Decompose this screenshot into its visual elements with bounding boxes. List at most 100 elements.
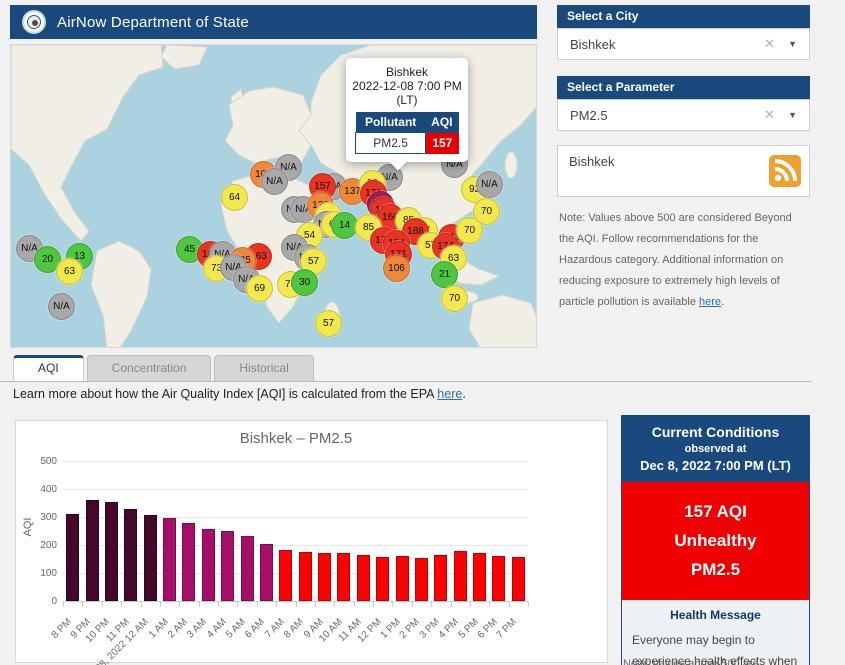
- cc-health-section: Health Message Everyone may begin to exp…: [622, 600, 809, 665]
- map-popup: Bishkek 2022-12-08 7:00 PM (LT) Pollutan…: [346, 58, 468, 171]
- chart-title: Bishkek – PM2.5: [239, 430, 353, 447]
- parameter-select[interactable]: PM2.5 ✕ ▼: [557, 99, 810, 131]
- app-header: AirNow Department of State: [10, 5, 537, 39]
- sidebar-note: Note: Values above 500 are considered Be…: [559, 208, 809, 313]
- chart-xtick: [373, 602, 374, 607]
- aqi-marker[interactable]: 69: [246, 275, 273, 302]
- parameter-select-value: PM2.5: [570, 108, 608, 123]
- chart-xtick: [411, 602, 413, 607]
- chart-xtick: [489, 602, 491, 607]
- cc-observed-at: observed at: [684, 443, 747, 455]
- popup-pollutant-value: PM2.5: [354, 132, 427, 154]
- aqi-marker[interactable]: N/A: [261, 168, 288, 195]
- chart-ytick-label: 0: [51, 596, 57, 607]
- chart-ytick-label: 500: [40, 456, 57, 467]
- rss-icon[interactable]: [769, 155, 801, 192]
- learn-more-label: Learn more about how the Air Quality Ind…: [13, 387, 438, 401]
- popup-lt: (LT): [396, 93, 418, 107]
- aqi-marker[interactable]: N/A: [48, 293, 75, 320]
- cc-health-message: Everyone may begin to experience health …: [632, 633, 798, 665]
- aqi-marker[interactable]: 70: [473, 198, 500, 225]
- chart-bar[interactable]: [434, 554, 448, 601]
- chart-bar[interactable]: [163, 517, 177, 601]
- aqi-marker[interactable]: 106: [383, 255, 410, 282]
- cc-pollutant: PM2.5: [690, 560, 741, 579]
- popup-datetime: 2022-12-08 7:00 PM: [352, 79, 462, 93]
- chart-xtick: [63, 602, 64, 607]
- city-select[interactable]: Bishkek ✕ ▼: [557, 28, 810, 60]
- aqi-marker[interactable]: 20: [34, 246, 61, 273]
- chart-gridline: [63, 545, 528, 546]
- learn-more-period: .: [462, 387, 466, 401]
- chart-xtick: [314, 602, 316, 607]
- tab-historical[interactable]: Historical: [214, 355, 314, 381]
- aqi-marker[interactable]: 70: [441, 285, 468, 312]
- chart-xtick: [353, 602, 355, 607]
- tab-aqi[interactable]: AQI: [13, 355, 84, 381]
- tab-concentration[interactable]: Concentration: [86, 355, 212, 381]
- aqi-bar-chart: Bishkek – PM2.5 AQI 0 100 200 300 400 500 8 PM…: [15, 420, 608, 665]
- chart-bar[interactable]: [453, 551, 467, 601]
- chart-xtick: [256, 602, 258, 607]
- aqi-marker[interactable]: 30: [291, 269, 318, 296]
- chart-xtick: [508, 602, 510, 607]
- clear-icon[interactable]: ✕: [764, 36, 775, 51]
- aqi-marker[interactable]: 64: [221, 184, 248, 211]
- rss-city-label: Bishkek: [569, 154, 615, 169]
- aqi-marker[interactable]: 57: [315, 310, 342, 337]
- chart-bar[interactable]: [143, 515, 157, 601]
- chart-bar[interactable]: [473, 553, 487, 601]
- chart-bar[interactable]: [104, 502, 118, 601]
- rss-feed-box: Bishkek: [557, 145, 810, 197]
- aqi-marker[interactable]: N/A: [476, 171, 503, 198]
- chart-bar[interactable]: [376, 556, 390, 601]
- chart-xtick: [469, 602, 471, 607]
- parameter-selector-header: Select a Parameter: [557, 76, 810, 99]
- aqi-marker[interactable]: 14: [331, 212, 358, 239]
- chart-xtick: [179, 602, 181, 607]
- chart-bar[interactable]: [395, 555, 409, 601]
- chart-bar[interactable]: [259, 543, 273, 601]
- chart-ytick-label: 100: [40, 568, 57, 579]
- chart-xtick: [159, 602, 161, 607]
- popup-city: Bishkek: [385, 65, 429, 79]
- chart-bar[interactable]: [492, 556, 506, 601]
- chart-bar[interactable]: [279, 549, 293, 601]
- aqi-marker[interactable]: 21: [431, 261, 458, 288]
- clear-icon[interactable]: ✕: [764, 107, 775, 122]
- state-department-seal-icon: [22, 10, 46, 34]
- cc-aqi-value: 157 AQI: [684, 502, 747, 521]
- city-select-value: Bishkek: [570, 37, 616, 52]
- current-conditions-header: Current Conditions observed at Dec 8, 20…: [622, 416, 809, 482]
- sidebar-note-link[interactable]: here: [699, 296, 722, 308]
- chart-bar[interactable]: [356, 554, 370, 601]
- chevron-down-icon[interactable]: ▼: [788, 39, 797, 49]
- chart-bar[interactable]: [298, 551, 312, 601]
- chart-bar[interactable]: [318, 552, 332, 601]
- chart-bar[interactable]: [66, 514, 80, 601]
- chart-bar[interactable]: [182, 523, 196, 601]
- world-aqi-map[interactable]: N/A201363N/A106N/AN/A64N/A157137N/AN/A13…: [10, 44, 537, 348]
- aqi-marker[interactable]: 57: [300, 248, 327, 275]
- cc-aqi-category: Unhealthy: [674, 531, 757, 550]
- chart-xtick: [101, 602, 103, 607]
- cc-aqi-block: 157 AQI Unhealthy PM2.5: [622, 482, 809, 600]
- chart-bar[interactable]: [511, 557, 525, 601]
- chart-gridline: [63, 489, 528, 490]
- parameter-selector-panel: Select a Parameter PM2.5 ✕ ▼: [557, 76, 810, 131]
- chart-bar[interactable]: [221, 531, 235, 601]
- chart-bar[interactable]: [337, 552, 351, 601]
- chart-bar[interactable]: [201, 529, 215, 601]
- chart-bar[interactable]: [414, 558, 428, 601]
- city-selector-panel: Select a City Bishkek ✕ ▼: [557, 5, 810, 60]
- chart-bar[interactable]: [124, 508, 138, 601]
- chart-xtick: [198, 602, 200, 607]
- chart-xtick: [140, 602, 142, 607]
- chevron-down-icon[interactable]: ▼: [788, 110, 797, 120]
- chart-bar[interactable]: [85, 499, 99, 601]
- chart-bar[interactable]: [240, 536, 254, 601]
- learn-more-link[interactable]: here: [437, 387, 463, 401]
- chart-ytick-label: 400: [40, 484, 57, 495]
- aqi-marker[interactable]: 63: [56, 258, 83, 285]
